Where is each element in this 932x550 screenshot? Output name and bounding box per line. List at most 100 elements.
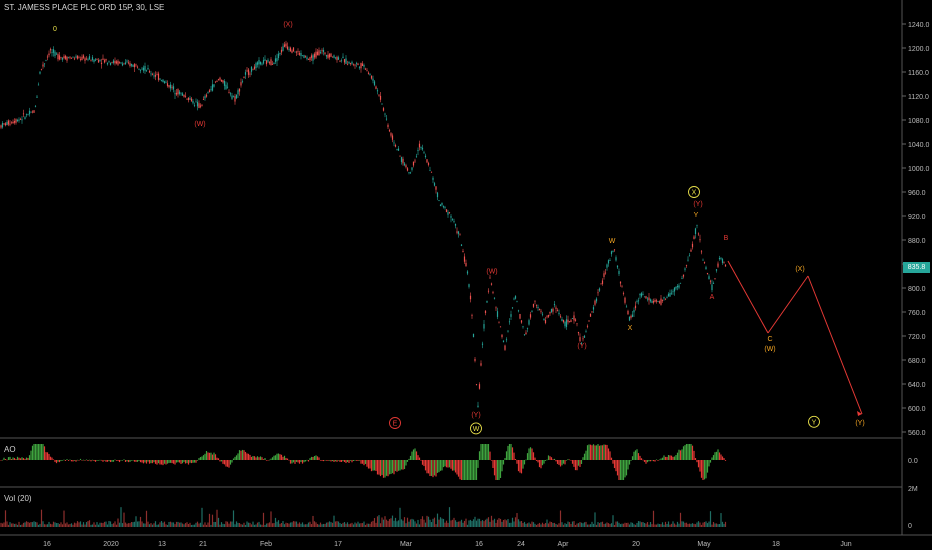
ao-bar [501,460,503,472]
candle-body [285,43,287,47]
ao-bar [705,460,707,479]
candle-body [447,212,449,215]
volume-bar [138,521,140,527]
volume-bar [259,524,262,527]
candle-body [39,71,41,74]
ao-bar [724,460,727,461]
ao-bar [238,450,241,460]
volume-bar [304,524,307,527]
ao-bar [397,460,400,471]
candle-body [250,66,253,72]
volume-bar [126,523,128,527]
volume-bar [594,512,596,527]
ao-bar [177,460,179,463]
ao-bar [492,460,494,468]
volume-bar [349,523,352,527]
candle-body [462,251,464,253]
candle-body [4,123,7,126]
volume-bar [534,523,536,527]
candle-body [199,105,202,107]
ao-bar [597,444,599,460]
candle-body [28,110,31,115]
volume-bar [649,521,652,527]
candle-body [313,53,316,58]
ao-bar [169,460,172,463]
ao-bar [393,460,395,475]
ao-bar [601,445,604,460]
volume-bar [604,523,607,527]
volume-bar [577,523,580,527]
ao-bar [661,457,664,460]
ao-bar [667,455,670,460]
ao-bar [283,455,286,460]
candle-body [223,81,226,86]
volume-bar [58,524,61,527]
volume-bar [157,524,160,527]
candle-body [240,82,242,86]
candle-body [201,104,203,106]
volume-bar [115,524,118,527]
ao-bar [504,458,506,460]
candle-body [504,345,506,350]
volume-bar [258,521,260,527]
ao-bar [480,444,482,460]
candle-body [27,114,29,116]
candle-body [10,121,13,123]
candle-body [439,204,442,207]
wave-label-circled: X [692,190,697,197]
volume-bar [568,522,571,527]
volume-bar [9,522,11,527]
ao-bar [721,456,724,460]
candle-body [258,60,260,65]
ao-bar [651,460,653,461]
volume-bar [514,517,517,527]
volume-bar [70,523,73,527]
volume-bar [358,523,361,527]
volume-bar [205,524,208,527]
candle-body [424,155,427,158]
ao-bar [37,444,40,460]
volume-bar [316,523,319,527]
candle-body [210,88,212,90]
volume-bar [676,521,679,527]
candle-body [138,68,140,70]
wave-label: (W) [764,346,775,353]
ao-bar [51,457,53,460]
volume-bar [613,524,616,527]
volume-bar [370,521,373,527]
candle-body [252,69,254,71]
ao-bar [375,460,377,471]
candle-body [267,59,269,62]
ao-bar [207,452,209,460]
volume-bar [273,523,275,527]
ao-bar [300,460,302,463]
volume-bar [715,523,718,527]
volume-bar [699,522,701,527]
candle-body [493,297,496,299]
volume-bar [691,523,694,527]
candle-body [261,63,263,65]
candle-body [379,95,382,100]
volume-bar [526,523,529,527]
volume-bar [69,523,71,527]
ao-bar [417,455,419,460]
volume-bar [721,521,724,527]
ao-bar [702,460,704,480]
ao-bar [241,449,244,460]
ao-bar [160,460,163,465]
candle-body [717,263,719,267]
candle-body [660,298,662,305]
candle-body [193,104,196,106]
candle-body [670,292,673,294]
ao-bar [64,460,67,461]
ao-bar [304,460,307,462]
candle-body [535,304,538,306]
volume-bar [67,524,70,527]
volume-bar [363,521,365,527]
ao-bar [105,460,107,462]
ao-bar [10,459,13,460]
candle-body [453,221,455,222]
ao-bar [643,460,646,462]
ao-bar [631,456,634,460]
